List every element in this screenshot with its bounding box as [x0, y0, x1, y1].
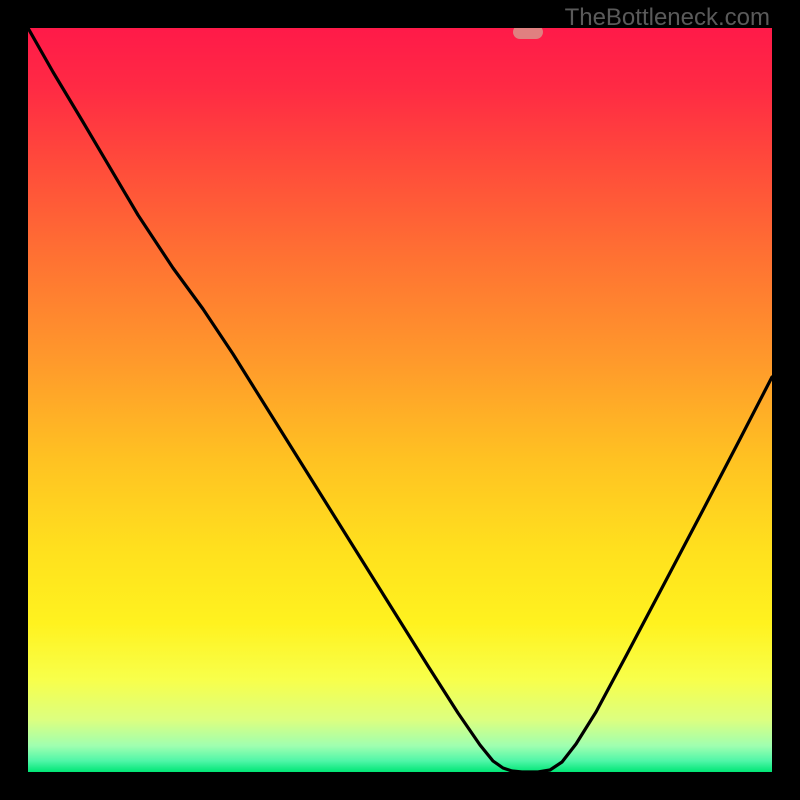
bottleneck-curve [28, 28, 772, 772]
optimum-marker [513, 28, 543, 39]
watermark-text: TheBottleneck.com [565, 4, 770, 32]
gradient-background [28, 28, 772, 772]
plot-svg [28, 28, 772, 772]
plot-area [28, 28, 772, 772]
chart-frame: TheBottleneck.com [0, 0, 800, 800]
